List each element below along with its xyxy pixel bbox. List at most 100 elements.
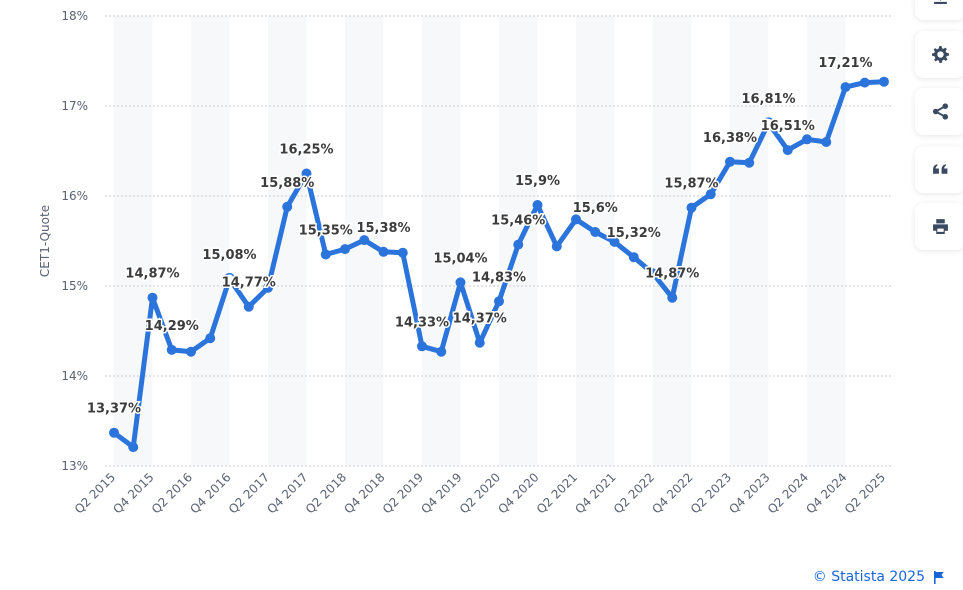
settings-button[interactable] bbox=[915, 31, 963, 78]
data-label: 15,08% bbox=[202, 248, 256, 263]
data-label: 15,88% bbox=[260, 176, 314, 191]
column-band bbox=[268, 16, 307, 466]
x-tick-label: Q2 2025 bbox=[842, 470, 888, 516]
column-band bbox=[807, 16, 846, 466]
data-point bbox=[147, 292, 158, 303]
data-point bbox=[223, 273, 236, 285]
x-tick-label: Q2 2020 bbox=[457, 470, 503, 516]
data-label: 16,51% bbox=[761, 119, 815, 134]
share-icon bbox=[932, 103, 948, 120]
data-point bbox=[320, 249, 331, 260]
data-point bbox=[879, 76, 889, 87]
data-point bbox=[762, 117, 775, 129]
data-point bbox=[417, 341, 427, 352]
data-point bbox=[301, 168, 312, 179]
data-point bbox=[782, 145, 793, 156]
x-tick-label: Q2 2018 bbox=[303, 470, 349, 516]
x-tick-label: Q4 2021 bbox=[572, 470, 618, 516]
data-label: 14,77% bbox=[222, 276, 276, 291]
x-tick-label: Q4 2022 bbox=[649, 470, 695, 516]
data-label: 15,87% bbox=[664, 177, 718, 192]
data-label: 15,46% bbox=[491, 214, 545, 229]
data-point bbox=[166, 344, 177, 355]
data-label: 14,37% bbox=[453, 312, 507, 327]
data-label: 17,21% bbox=[818, 56, 872, 71]
data-point bbox=[205, 333, 216, 344]
share-button[interactable] bbox=[915, 88, 963, 135]
y-tick-label: 17% bbox=[61, 99, 88, 113]
x-tick-label: Q2 2015 bbox=[72, 470, 118, 516]
data-point bbox=[725, 156, 735, 167]
x-tick-label: Q4 2024 bbox=[803, 470, 849, 516]
data-point bbox=[436, 346, 447, 357]
data-point bbox=[128, 442, 139, 453]
flag-icon[interactable] bbox=[933, 570, 945, 584]
data-point bbox=[109, 427, 119, 438]
data-label: 15,38% bbox=[356, 221, 410, 236]
y-tick-label: 14% bbox=[61, 369, 88, 383]
data-point bbox=[532, 200, 543, 210]
data-point bbox=[282, 201, 293, 212]
y-tick-label: 15% bbox=[61, 279, 88, 293]
data-label: 15,32% bbox=[607, 226, 661, 241]
data-label: 15,35% bbox=[299, 224, 353, 239]
statista-credit[interactable]: © Statista 2025 bbox=[813, 569, 945, 585]
data-point bbox=[821, 137, 832, 147]
data-point bbox=[628, 252, 639, 263]
data-point bbox=[859, 77, 870, 88]
data-point bbox=[667, 292, 678, 303]
x-tick-label: Q4 2016 bbox=[187, 470, 233, 516]
column-band bbox=[114, 16, 153, 466]
x-tick-label: Q2 2024 bbox=[765, 470, 811, 516]
data-point bbox=[340, 244, 350, 255]
data-point bbox=[397, 247, 408, 258]
x-tick-label: Q2 2016 bbox=[149, 470, 195, 516]
data-point bbox=[243, 301, 254, 312]
cite-button[interactable] bbox=[915, 146, 963, 193]
x-tick-label: Q4 2020 bbox=[495, 470, 541, 516]
data-point bbox=[802, 134, 812, 145]
data-point bbox=[551, 241, 562, 252]
column-band bbox=[730, 16, 769, 466]
data-label: 14,87% bbox=[125, 267, 179, 282]
data-point bbox=[705, 189, 716, 200]
data-label: 14,87% bbox=[645, 267, 699, 282]
x-tick-label: Q4 2017 bbox=[264, 470, 310, 516]
y-tick-label: 13% bbox=[61, 459, 88, 473]
data-label: 16,38% bbox=[703, 131, 757, 146]
data-label: 15,9% bbox=[515, 174, 560, 189]
data-point bbox=[263, 282, 273, 293]
x-tick-label: Q2 2021 bbox=[534, 470, 580, 516]
quote-icon bbox=[932, 164, 947, 174]
data-point bbox=[648, 268, 658, 279]
data-point bbox=[455, 277, 466, 288]
gear-icon bbox=[931, 46, 949, 63]
data-label: 13,37% bbox=[87, 402, 141, 417]
data-point bbox=[359, 235, 370, 246]
data-point bbox=[378, 246, 389, 257]
credit-text: © Statista 2025 bbox=[812, 569, 925, 585]
data-point bbox=[494, 296, 504, 307]
print-button[interactable] bbox=[915, 203, 963, 250]
x-tick-label: Q4 2018 bbox=[341, 470, 387, 516]
data-label: 16,25% bbox=[279, 143, 333, 158]
x-tick-label: Q4 2019 bbox=[418, 470, 464, 516]
x-tick-label: Q2 2017 bbox=[226, 470, 272, 516]
data-point bbox=[686, 202, 697, 213]
y-tick-label: 18% bbox=[61, 9, 88, 23]
data-label: 15,04% bbox=[433, 251, 487, 266]
x-tick-label: Q4 2023 bbox=[726, 470, 772, 516]
data-label: 14,29% bbox=[145, 319, 199, 334]
print-icon bbox=[932, 219, 948, 234]
data-point bbox=[474, 337, 485, 348]
data-point bbox=[186, 346, 196, 357]
data-point bbox=[744, 157, 755, 168]
download-button[interactable] bbox=[915, 0, 963, 20]
data-point bbox=[513, 239, 524, 250]
y-axis-label: CET1-Quote bbox=[38, 205, 52, 277]
x-tick-label: Q2 2019 bbox=[380, 470, 426, 516]
x-tick-label: Q2 2022 bbox=[611, 470, 657, 516]
data-point bbox=[840, 82, 851, 93]
data-label: 16,81% bbox=[741, 92, 795, 107]
